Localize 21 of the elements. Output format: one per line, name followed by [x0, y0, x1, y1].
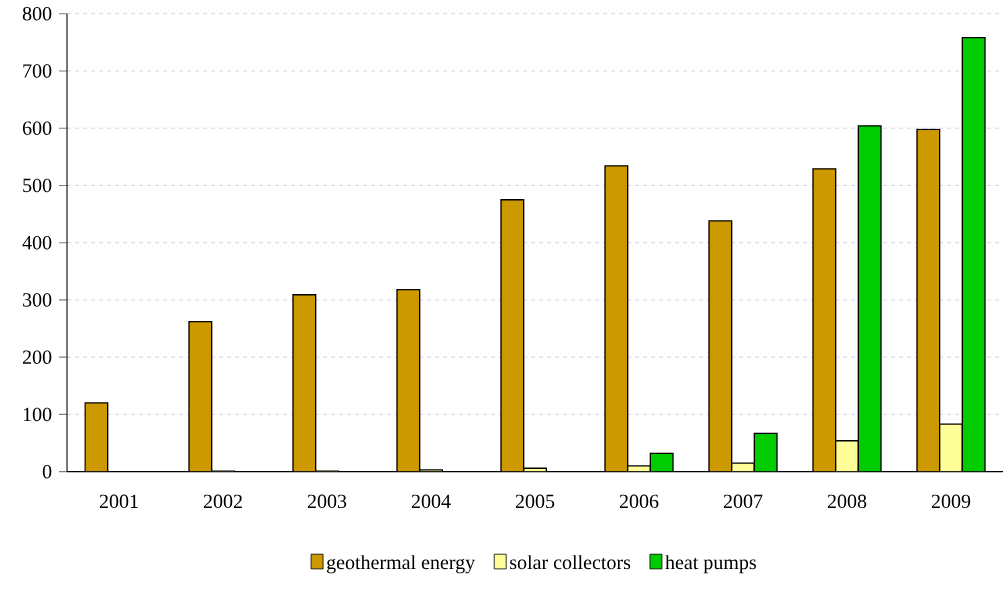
x-tick-label: 2008 [827, 494, 867, 509]
y-tick-label: 600 [22, 121, 52, 135]
legend-label: solar collectors [510, 555, 631, 570]
y-tick-label: 300 [23, 293, 52, 307]
y-tick-label: 100 [23, 407, 52, 422]
y-tick-label: 200 [22, 350, 52, 364]
legend-label: heat pumps [665, 555, 756, 574]
y-tick-label: 500 [23, 178, 52, 193]
y-tick-label: 400 [22, 235, 52, 250]
x-tick-label: 2001 [99, 494, 138, 509]
x-tick-label: 2006 [619, 494, 659, 509]
y-tick-label: 800 [22, 6, 52, 21]
x-tick-label: 2009 [931, 494, 971, 509]
legend-label: geothermal energy [326, 555, 476, 574]
x-tick-label: 2003 [307, 494, 347, 509]
x-tick-label: 2007 [723, 494, 763, 509]
x-tick-label: 2002 [203, 494, 242, 509]
x-tick-label: 2004 [411, 494, 451, 509]
y-tick-label: 700 [23, 64, 52, 78]
y-tick-label: 0 [42, 464, 52, 479]
x-tick-label: 2005 [515, 494, 555, 509]
